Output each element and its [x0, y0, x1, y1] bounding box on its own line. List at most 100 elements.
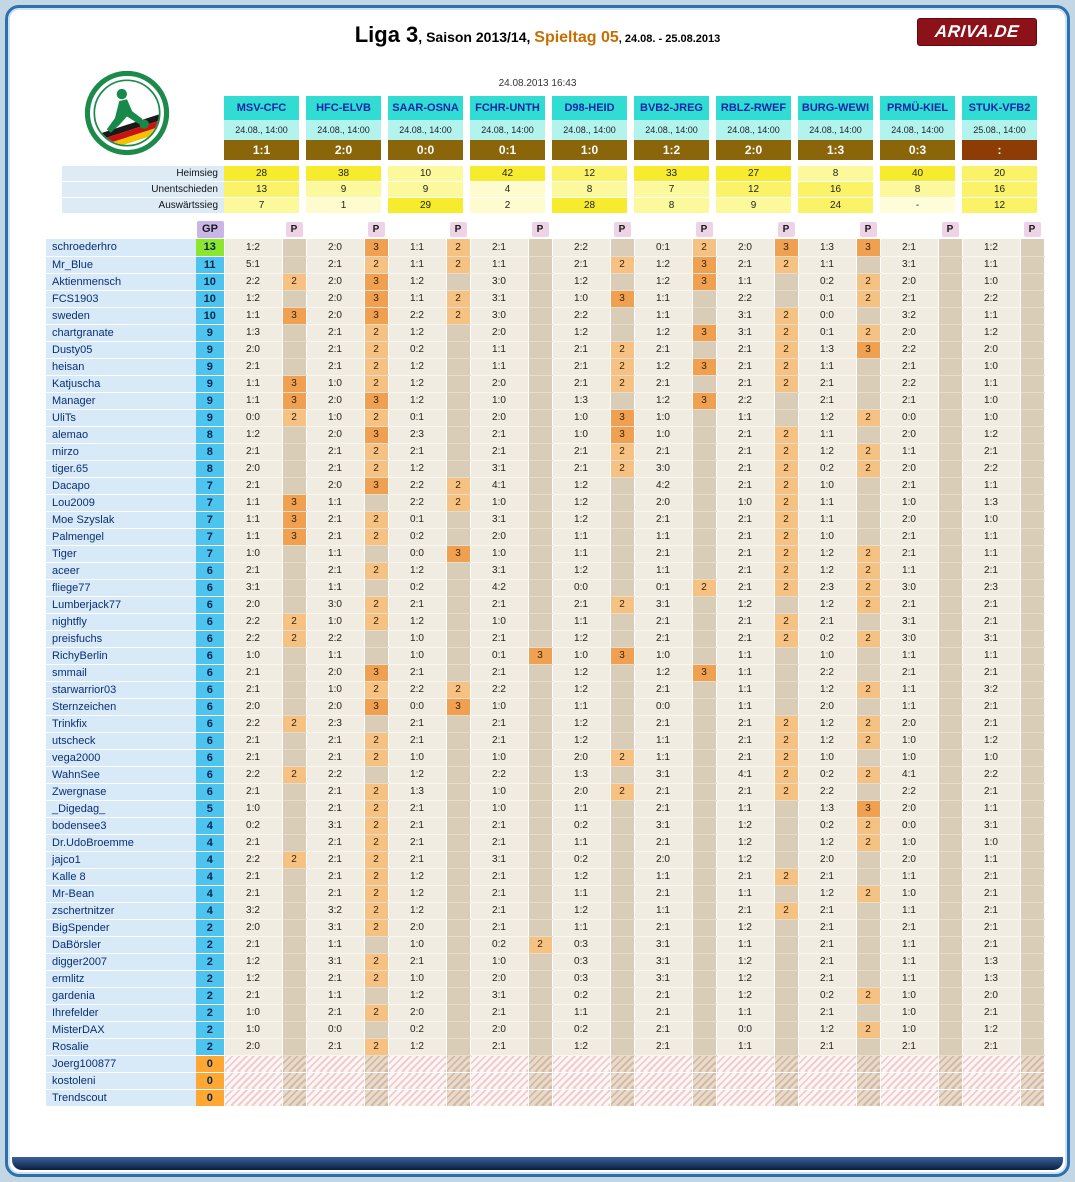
points-cell — [937, 800, 963, 818]
points-cell — [609, 511, 635, 529]
prediction-cell: 2:1 — [797, 613, 856, 631]
prediction-cell: 0:2 — [551, 851, 610, 869]
p-header-chip: P — [777, 221, 795, 237]
prediction-cell: 1:0 — [797, 749, 856, 767]
points-cell: 2 — [855, 596, 881, 614]
points-cell — [1019, 460, 1045, 478]
prediction-cell: 2:1 — [879, 596, 938, 614]
points-cell — [937, 375, 963, 393]
team-names: MSV-CFC — [224, 96, 299, 120]
empty-prediction-cell — [469, 1055, 528, 1073]
table-row: RichyBerlin 6 1:0 1:1 1:0 0:1 3 1:0 3 1:0 1:1 1:0 1:… — [46, 647, 1045, 665]
prediction-cell: 0:2 — [387, 579, 446, 597]
points-cell — [527, 902, 553, 920]
prediction-cell: 2:2 — [387, 307, 446, 325]
prediction-cell: 1:0 — [797, 528, 856, 546]
points-cell: 2 — [281, 630, 307, 648]
points-cell — [445, 443, 471, 461]
prediction-cell: 2:1 — [633, 630, 692, 648]
prediction-cell: 1:1 — [797, 358, 856, 376]
ariva-logo[interactable]: ARIVA.DE — [917, 18, 1037, 46]
player-gp: 4 — [196, 834, 224, 852]
points-cell — [1019, 766, 1045, 784]
team-names: STUK-VFB2 — [962, 96, 1037, 120]
points-cell — [691, 290, 717, 308]
empty-points-cell — [363, 1055, 389, 1073]
prediction-cell: 2:1 — [797, 1004, 856, 1022]
prediction-cell: 2:1 — [797, 1038, 856, 1056]
p-header-cell: P — [282, 219, 306, 239]
points-cell — [1019, 375, 1045, 393]
points-cell — [609, 545, 635, 563]
points-cell: 2 — [609, 749, 635, 767]
points-cell — [281, 885, 307, 903]
empty-prediction-cell — [633, 1072, 692, 1090]
points-cell — [281, 324, 307, 342]
points-cell: 2 — [691, 579, 717, 597]
prediction-cell: 2:2 — [551, 239, 610, 257]
empty-prediction-cell — [387, 1072, 446, 1090]
points-cell: 3 — [363, 664, 389, 682]
points-cell — [527, 817, 553, 835]
prediction-cell: 2:2 — [961, 766, 1020, 784]
table-row: chartgranate 9 1:3 2:1 2 1:2 2:0 1:2 1:2 3 3:1 2 0:1… — [46, 324, 1045, 342]
player-gp: 4 — [196, 817, 224, 835]
points-cell — [937, 681, 963, 699]
prediction-cell: 2:1 — [305, 562, 364, 580]
prediction-cell: 1:2 — [797, 562, 856, 580]
points-cell — [937, 290, 963, 308]
table-row: Tiger 7 1:0 1:1 0:0 3 1:0 1:1 2:1 2:1 2 1:2 2 2:1 1:1 — [46, 545, 1045, 563]
points-cell — [691, 596, 717, 614]
prediction-cell: 2:1 — [387, 715, 446, 733]
prediction-cell: 2:1 — [797, 919, 856, 937]
points-cell: 2 — [609, 256, 635, 274]
player-gp: 6 — [196, 698, 224, 716]
points-cell — [281, 579, 307, 597]
prediction-cell: 1:1 — [633, 290, 692, 308]
points-cell — [937, 307, 963, 325]
points-cell — [527, 851, 553, 869]
stat-value: 16 — [798, 182, 873, 197]
prediction-cell: 1:2 — [961, 732, 1020, 750]
player-gp: 2 — [196, 1004, 224, 1022]
prediction-cell: 1:0 — [469, 783, 528, 801]
prediction-cell: 2:2 — [387, 477, 446, 495]
prediction-cell: 1:3 — [961, 970, 1020, 988]
points-cell: 3 — [855, 800, 881, 818]
points-cell: 2 — [773, 443, 799, 461]
prediction-cell: 2:1 — [469, 1004, 528, 1022]
prediction-cell: 3:1 — [633, 953, 692, 971]
prediction-cell: 1:2 — [715, 987, 774, 1005]
points-cell — [445, 885, 471, 903]
prediction-cell: 1:1 — [961, 477, 1020, 495]
match-header-cell: PRMÜ-KIEL — [880, 96, 962, 120]
points-cell: 2 — [363, 324, 389, 342]
points-cell: 2 — [445, 681, 471, 699]
stats-label-cell: Unentschieden — [46, 182, 224, 198]
points-cell — [1019, 409, 1045, 427]
points-cell — [609, 307, 635, 325]
prediction-cell: 2:1 — [715, 375, 774, 393]
prediction-cell: 1:0 — [469, 494, 528, 512]
prediction-cell: 1:2 — [223, 953, 282, 971]
player-name: Lumberjack77 — [46, 596, 196, 614]
points-cell — [855, 953, 881, 971]
stat-value: 13 — [224, 182, 299, 197]
prediction-cell: 2:1 — [879, 528, 938, 546]
points-cell — [937, 324, 963, 342]
prediction-cell: 0:1 — [469, 647, 528, 665]
prediction-cell: 3:0 — [469, 273, 528, 291]
prediction-cell: 1:1 — [633, 868, 692, 886]
table-row: sweden 10 1:1 3 2:0 3 2:2 2 3:0 2:2 1:1 3:1 2 0:0 3:2 1… — [46, 307, 1045, 325]
prediction-cell: 2:1 — [469, 443, 528, 461]
player-name: schroederhro — [46, 239, 196, 257]
player-gp: 6 — [196, 732, 224, 750]
team-names: RBLZ-RWEF — [716, 96, 791, 120]
points-cell — [1019, 817, 1045, 835]
points-cell — [937, 647, 963, 665]
points-cell: 2 — [855, 766, 881, 784]
prediction-cell: 1:2 — [223, 290, 282, 308]
points-cell — [445, 409, 471, 427]
prediction-cell: 2:1 — [879, 545, 938, 563]
points-cell — [855, 647, 881, 665]
